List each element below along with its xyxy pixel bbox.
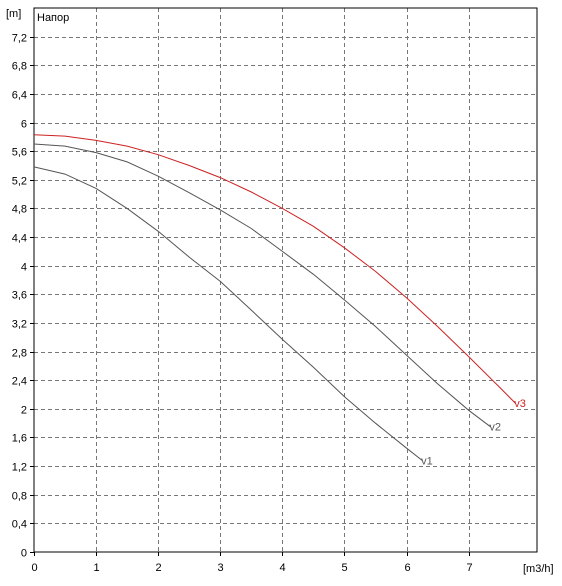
y-tick-label: 6,8 xyxy=(12,61,27,73)
axis-ticks: 0 1 2 3 4 5 6 7 0 0,4 0,8 1,2 1,6 2 2,4 2,8 3,2 3,6 4 4,4 4,… xyxy=(12,33,473,575)
y-tick-label: 1,2 xyxy=(12,462,27,474)
y-axis-unit: [m] xyxy=(6,8,21,20)
y-tick-label: 6 xyxy=(21,119,27,131)
y-tick-label: 0,4 xyxy=(12,519,27,531)
x-tick-label: 6 xyxy=(404,562,410,574)
y-tick-label: 4,4 xyxy=(12,233,27,245)
y-tick-label: 3,6 xyxy=(12,290,27,302)
chart-title: Напор xyxy=(37,12,69,24)
series-label-v1: v1 xyxy=(421,455,433,467)
y-tick-label: 6,4 xyxy=(12,90,27,102)
y-tick-label: 5,2 xyxy=(12,176,27,188)
series-label-v3: v3 xyxy=(514,398,526,410)
series-line-v3 xyxy=(33,134,516,404)
y-tick-label: 3,2 xyxy=(12,319,27,331)
y-tick-label: 0 xyxy=(21,548,27,560)
y-tick-label: 1,6 xyxy=(12,433,27,445)
x-tick-label: 7 xyxy=(466,562,472,574)
y-tick-label: 2 xyxy=(21,405,27,417)
series-line-v2 xyxy=(33,143,491,428)
y-tick-label: 4 xyxy=(21,262,27,274)
y-tick-label: 2,4 xyxy=(12,376,27,388)
y-tick-label: 0,8 xyxy=(12,491,27,503)
plot-frame xyxy=(33,7,538,553)
series-label-v2: v2 xyxy=(489,422,501,434)
x-tick-label: 3 xyxy=(217,562,223,574)
x-axis-unit: [m3/h] xyxy=(523,563,554,575)
x-tick-label: 0 xyxy=(31,562,37,574)
y-tick-label: 7,2 xyxy=(12,33,27,45)
y-tick-label: 4,8 xyxy=(12,204,27,216)
series-line-v1 xyxy=(33,166,423,461)
y-tick-label: 2,8 xyxy=(12,348,27,360)
x-tick-label: 4 xyxy=(279,562,285,574)
x-tick-label: 2 xyxy=(155,562,161,574)
x-tick-label: 5 xyxy=(341,562,347,574)
x-tick-label: 1 xyxy=(93,562,99,574)
series-lines: v1 v2 v3 xyxy=(33,134,526,467)
y-tick-label: 5,6 xyxy=(12,147,27,159)
